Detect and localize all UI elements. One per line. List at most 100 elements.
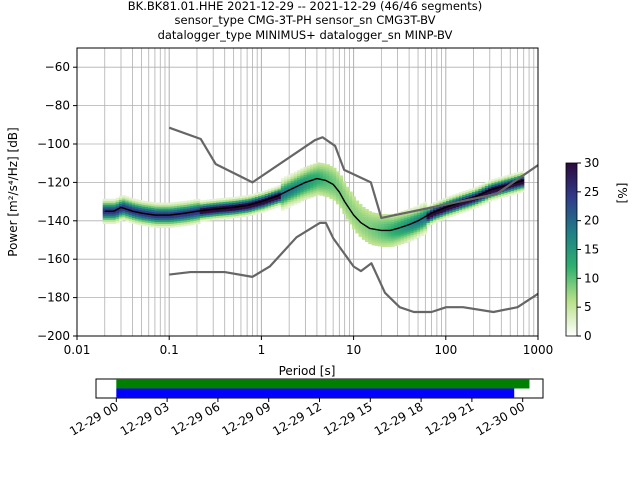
density-cell: [300, 199, 305, 202]
density-cell: [371, 218, 376, 221]
density-cell: [371, 216, 376, 219]
density-cell: [381, 221, 386, 224]
density-cell: [442, 201, 447, 205]
density-cell: [410, 217, 415, 220]
density-cell: [102, 219, 107, 223]
density-cell: [164, 212, 169, 215]
density-cell: [339, 179, 343, 182]
density-cell: [352, 204, 356, 207]
density-cell: [377, 223, 382, 226]
density-cell: [329, 175, 334, 178]
density-cell: [501, 189, 505, 193]
density-cell: [235, 202, 240, 205]
density-cell: [384, 237, 389, 240]
density-cell: [135, 203, 139, 206]
density-cell: [394, 238, 399, 241]
density-cell: [374, 224, 379, 227]
density-cell: [115, 205, 120, 208]
density-cell: [313, 174, 318, 178]
density-cell: [355, 212, 360, 215]
density-cell: [326, 191, 330, 194]
density-cell: [118, 217, 123, 220]
density-cell: [164, 204, 169, 207]
density-cell: [118, 195, 123, 199]
density-cell: [510, 190, 515, 194]
density-cell: [238, 203, 243, 206]
density-cell: [161, 202, 165, 205]
density-cell: [248, 213, 253, 216]
density-cell: [332, 183, 337, 186]
density-cell: [274, 194, 279, 197]
density-cell: [196, 198, 201, 201]
timeline-bar-psd: [116, 388, 515, 398]
y-tick-label: −200: [37, 329, 70, 343]
density-cell: [186, 210, 191, 213]
density-cell: [377, 226, 382, 230]
density-cell: [238, 215, 243, 218]
density-cell: [232, 200, 237, 203]
density-cell: [439, 212, 444, 215]
density-cell: [507, 174, 512, 177]
density-cell: [352, 221, 356, 224]
density-cell: [381, 239, 386, 242]
density-cell: [284, 176, 288, 179]
density-cell: [293, 188, 298, 192]
density-cell: [345, 215, 350, 218]
density-cell: [102, 216, 107, 219]
density-cell: [154, 221, 159, 224]
density-cell: [303, 197, 308, 200]
density-cell: [122, 208, 126, 211]
density-cell: [251, 193, 256, 196]
density-cell: [478, 192, 483, 195]
density-cell: [258, 205, 262, 208]
density-cell: [216, 198, 220, 201]
density-cell: [381, 214, 386, 217]
density-cell: [462, 194, 467, 198]
density-cell: [248, 202, 253, 205]
density-cell: [394, 243, 399, 246]
density-cell: [439, 207, 444, 210]
density-cell: [468, 192, 473, 195]
density-cell: [416, 210, 421, 213]
density-cell: [355, 231, 360, 234]
density-cell: [381, 237, 386, 240]
density-cell: [173, 217, 178, 220]
density-cell: [122, 212, 126, 215]
density-cell: [206, 207, 211, 210]
density-cell: [400, 218, 405, 222]
density-cell: [280, 199, 285, 202]
density-cell: [322, 190, 327, 193]
density-cell: [478, 202, 483, 205]
density-cell: [358, 234, 363, 237]
density-cell: [271, 189, 275, 192]
density-cell: [481, 192, 486, 196]
density-cell: [251, 207, 256, 210]
density-cell: [102, 208, 107, 211]
density-cell: [510, 185, 515, 188]
density-cell: [306, 196, 311, 199]
density-cell: [377, 221, 382, 224]
density-cell: [322, 167, 327, 170]
density-cell: [342, 204, 347, 207]
density-cell: [322, 175, 327, 178]
density-cell: [442, 205, 447, 208]
density-cell: [212, 204, 217, 207]
density-cell: [387, 240, 392, 244]
density-cell: [164, 216, 169, 219]
density-cell: [423, 205, 428, 208]
density-cell: [471, 206, 476, 210]
density-cell: [374, 230, 379, 233]
density-cell: [161, 206, 165, 209]
density-cell: [429, 203, 434, 206]
density-cell: [397, 233, 402, 236]
density-cell: [345, 188, 350, 191]
density-cell: [144, 224, 149, 227]
density-cell: [501, 182, 505, 185]
density-cell: [225, 199, 230, 202]
density-cell: [416, 206, 421, 210]
density-cell: [390, 215, 395, 219]
density-cell: [335, 202, 340, 205]
density-cell: [164, 202, 169, 205]
density-cell: [309, 187, 314, 190]
density-cell: [254, 192, 259, 195]
